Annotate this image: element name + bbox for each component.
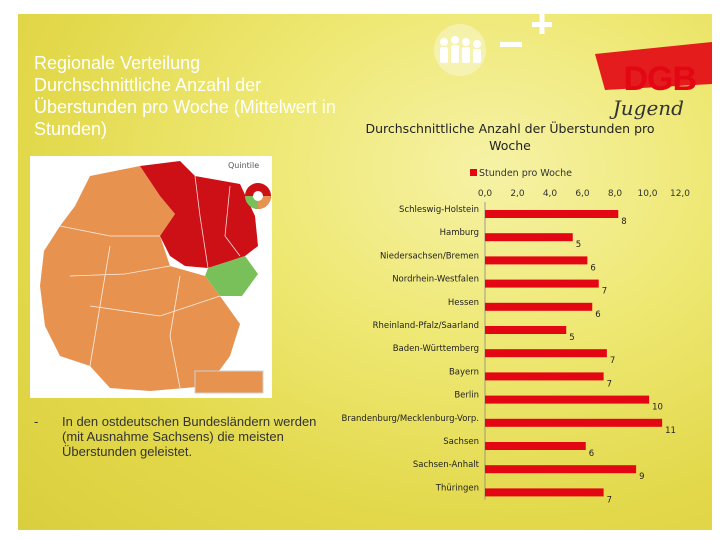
category-label: Nordrhein-Westfalen (392, 275, 479, 285)
x-tick-label: 12,0 (670, 189, 690, 199)
bar (485, 302, 593, 311)
germany-map-graphic: Quintile (40, 161, 271, 394)
category-label: Hamburg (440, 228, 479, 238)
bar (485, 465, 637, 474)
bar (485, 326, 567, 334)
data-label: 9 (639, 472, 644, 482)
category-label: Hessen (448, 298, 479, 308)
data-label: 5 (576, 240, 581, 250)
data-label: 7 (602, 287, 607, 297)
legend-swatch (470, 169, 477, 176)
bar (485, 233, 573, 242)
data-label: 7 (610, 356, 615, 366)
data-label: 5 (569, 333, 574, 343)
dgb-logo-text: DGB (623, 60, 697, 98)
data-label: 6 (590, 263, 595, 273)
bar (485, 256, 588, 265)
category-label: Rheinland-Pfalz/Saarland (373, 321, 479, 331)
slide-title-line1: Regionale Verteilung (34, 53, 201, 73)
data-label: 10 (652, 403, 663, 413)
x-tick-label: 0,0 (478, 189, 493, 199)
slide-title-line2: Durchschnittliche Anzahl der Überstunden… (34, 75, 336, 139)
bar (485, 488, 604, 497)
category-label: Thüringen (435, 483, 479, 493)
data-label: 6 (595, 310, 600, 320)
x-tick-label: 10,0 (637, 189, 657, 199)
dgb-logo: DGB Jugend (420, 14, 712, 124)
data-label: 7 (607, 495, 612, 505)
category-label: Berlin (454, 391, 479, 401)
people-icon (434, 14, 712, 90)
bar (485, 210, 619, 218)
data-label: 11 (665, 426, 676, 436)
bullet-marker: - (34, 414, 39, 429)
category-label: Sachsen (443, 437, 479, 447)
category-label: Bayern (449, 367, 479, 377)
data-label: 6 (589, 449, 594, 459)
chart-legend: Stunden pro Woche (470, 168, 572, 179)
chart-title: Durchschnittliche Anzahl der Überstunden… (365, 121, 655, 153)
bar (485, 372, 604, 381)
data-label: 7 (607, 379, 612, 389)
dgb-red-band (595, 42, 712, 90)
x-tick-label: 4,0 (543, 189, 558, 199)
bar (485, 442, 586, 450)
bar (485, 349, 607, 358)
germany-map: Quintile (30, 156, 272, 398)
category-label: Brandenburg/Mecklenburg-Vorp. (342, 414, 480, 424)
slide-title: Regionale Verteilung Durchschnittliche A… (34, 52, 354, 140)
x-tick-label: 8,0 (608, 189, 623, 199)
jugend-logo-text: Jugend (612, 96, 684, 120)
category-label: Niedersachsen/Bremen (380, 251, 479, 261)
bar (485, 395, 650, 404)
bar (485, 279, 599, 288)
data-label: 8 (621, 217, 626, 227)
map-legend-title: Quintile (228, 161, 259, 170)
category-label: Schleswig-Holstein (399, 205, 479, 215)
bullet-text: In den ostdeutschen Bundesländern werden… (62, 414, 317, 459)
bar (485, 418, 663, 427)
category-label: Sachsen-Anhalt (413, 460, 480, 470)
x-tick-label: 6,0 (575, 189, 590, 199)
legend-label: Stunden pro Woche (479, 168, 573, 179)
x-tick-label: 2,0 (510, 189, 525, 199)
category-label: Baden-Württemberg (393, 344, 479, 354)
